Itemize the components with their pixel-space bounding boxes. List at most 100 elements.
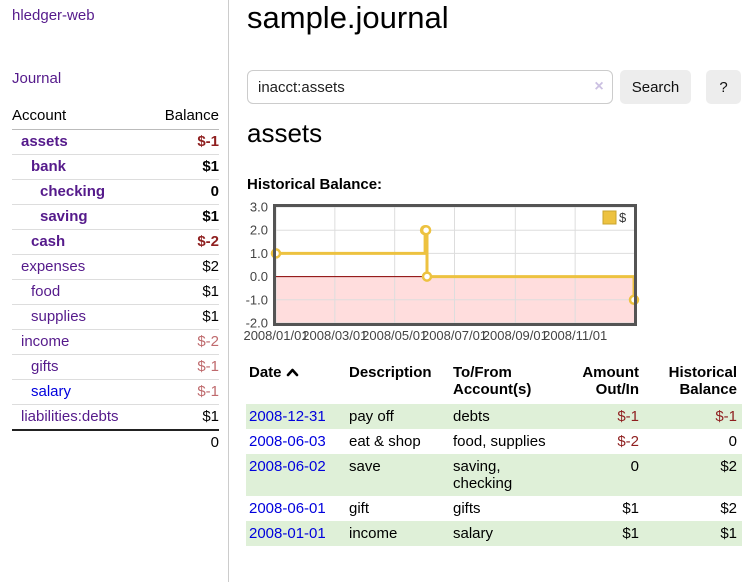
chart-legend-swatch [602,210,617,225]
account-row: bank $1 [12,154,219,180]
account-link[interactable]: bank [31,158,67,175]
account-link[interactable]: liabilities:debts [21,408,119,425]
account-balance: $-2 [149,329,219,355]
accounts-total-value: 0 [149,429,219,455]
account-name-cell: assets [12,129,150,155]
account-name-cell: saving [12,204,150,230]
account-balance: $-1 [149,379,219,405]
chart-legend-label: $ [619,210,627,225]
account-link[interactable]: expenses [21,258,86,275]
register-accounts: gifts [453,500,481,517]
chart-border [273,204,637,326]
chart-x-tick-label: 2008/01/01 [244,328,309,343]
register-date-cell: 2008-06-02 [246,454,346,496]
historical-balance-chart: 3.0 2.0 1.0 0.0 -1.0 -2.0 2008/01/01 2008/03/01… [243,199,642,347]
chart-y-tick-label: 2.0 [250,223,268,238]
transaction-date-link[interactable]: 2008-01-01 [249,525,326,542]
chart-point[interactable] [420,224,432,236]
account-row: assets $-1 [12,129,219,155]
account-balance: $-2 [149,229,219,255]
account-link[interactable]: salary [31,383,72,400]
account-name-cell: supplies [12,304,150,330]
account-row: liabilities:debts $1 [12,405,219,431]
account-balance: $2 [149,254,219,280]
accounts-header-balance: Balance [149,104,219,130]
transaction-date-link[interactable]: 2008-06-03 [249,433,326,450]
chart-heading: Historical Balance: [247,176,383,193]
account-row: supplies $1 [12,304,219,330]
account-heading: assets [247,118,323,148]
account-link[interactable]: cash [31,233,66,250]
register-amount: $-1 [617,408,639,425]
account-row: income $-2 [12,329,219,355]
chart-y-tick-label: -1.0 [246,292,268,307]
register-description: pay off [349,408,394,425]
account-row: salary $-1 [12,379,219,405]
register-header-date-label: Date [249,364,282,381]
clear-search-icon[interactable]: × [594,78,604,95]
account-link[interactable]: food [31,283,61,300]
register-row: 2008-12-31 pay off debts $-1 $-1 [246,404,742,429]
register-header-description: Description [349,364,432,381]
chart-x-tick-label: 2008/09/01 [483,328,548,343]
account-balance: $1 [149,204,219,230]
register-balance: 0 [728,433,737,450]
account-balance: $-1 [149,354,219,380]
app-title-link[interactable]: hledger-web [12,7,95,24]
account-row: cash $-2 [12,229,219,255]
account-row: checking 0 [12,179,219,205]
account-balance: $-1 [149,129,219,155]
page-title: sample.journal [247,0,449,35]
account-balance: $1 [149,279,219,305]
register-description: income [349,525,398,542]
register-accounts: salary [453,525,494,542]
register-date-cell: 2008-12-31 [246,404,346,429]
account-row: expenses $2 [12,254,219,280]
transaction-date-link[interactable]: 2008-06-02 [249,458,326,475]
account-row: saving $1 [12,204,219,230]
account-name-cell: salary [12,379,150,405]
account-row: gifts $-1 [12,354,219,380]
accounts-table: Account Balance assets $-1 bank $1 checking 0… [12,104,219,455]
accounts-header-account: Account [12,104,150,130]
account-balance: $1 [149,304,219,330]
register-date-cell: 2008-01-01 [246,521,346,546]
accounts-header-row: Account Balance [12,104,219,130]
account-link[interactable]: saving [40,208,88,225]
account-name-cell: checking [12,179,150,205]
register-balance: $2 [720,500,737,517]
chart-x-tick-label: 2008/07/01 [422,328,487,343]
register-description: eat & shop [349,433,421,450]
chart-x-tick-label: 2008/03/01 [302,328,367,343]
search-input[interactable] [247,70,613,104]
account-name-cell: expenses [12,254,150,280]
chart-x-tick-label: 2008/05/01 [362,328,427,343]
account-row: food $1 [12,279,219,305]
chart-y-tick-label: 0.0 [250,269,268,284]
chart-canvas: 3.0 2.0 1.0 0.0 -1.0 -2.02008/01/012008/03/01… [243,200,640,343]
register-description: save [349,458,381,475]
register-accounts: saving, checking [453,458,513,492]
help-button[interactable]: ? [706,70,741,104]
transaction-date-link[interactable]: 2008-06-01 [249,500,326,517]
account-link[interactable]: checking [40,183,106,200]
register-header-date[interactable]: Date [246,362,346,404]
transaction-date-link[interactable]: 2008-12-31 [249,408,326,425]
search-button[interactable]: Search [620,70,691,104]
chart-y-tick-label: 1.0 [250,246,268,261]
register-row: 2008-01-01 income salary $1 $1 [246,521,742,546]
account-balance: $1 [149,154,219,180]
account-link[interactable]: gifts [31,358,59,375]
account-link[interactable]: income [21,333,70,350]
account-name-cell: income [12,329,150,355]
account-link[interactable]: supplies [31,308,87,325]
account-link[interactable]: assets [21,133,68,150]
sidebar-item-journal[interactable]: Journal [12,70,62,87]
accounts-total-spacer [12,429,150,455]
register-header-accounts: To/From Account(s) [453,364,532,398]
register-row: 2008-06-02 save saving, checking 0 $2 [246,454,742,496]
register-amount: $-2 [617,433,639,450]
chart-point[interactable] [421,271,433,282]
register-amount: 0 [630,458,639,475]
